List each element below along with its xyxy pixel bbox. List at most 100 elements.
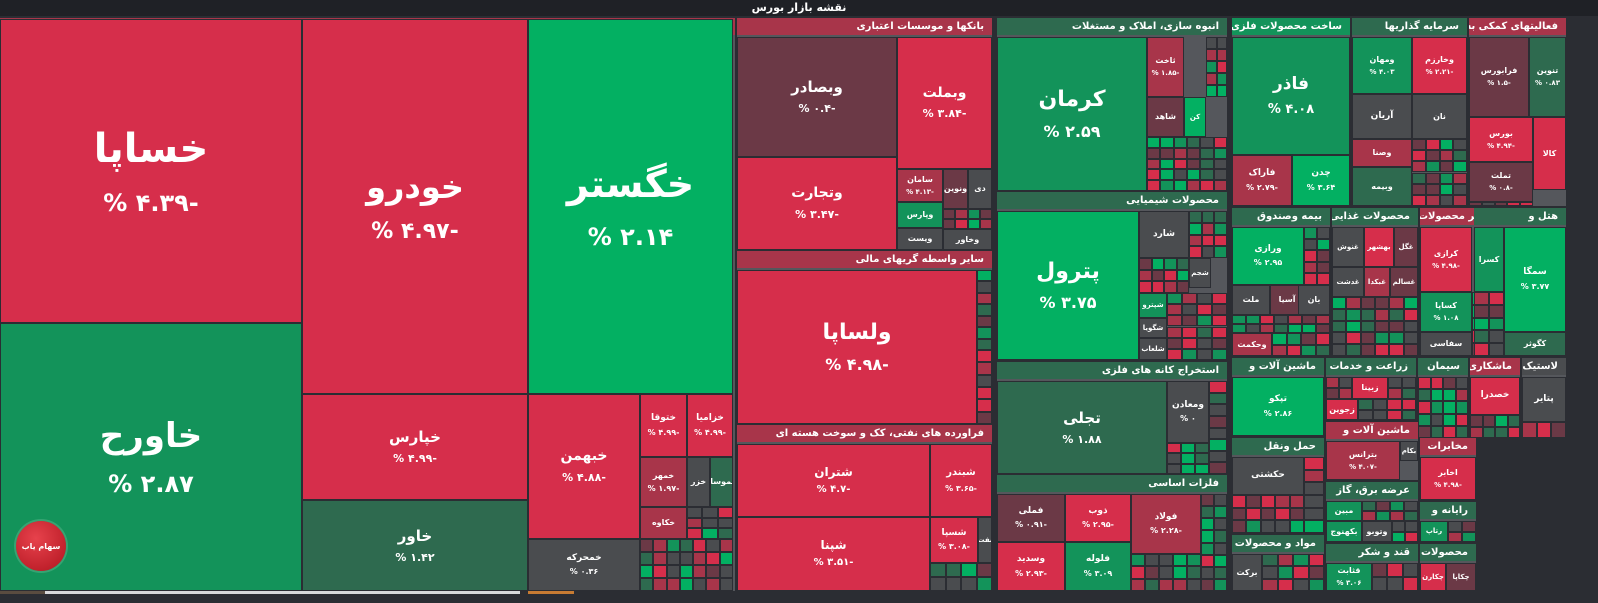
stock-tile[interactable]: شلعاب [1139,338,1167,360]
small-stock-tile[interactable] [1182,304,1197,316]
small-stock-tile[interactable] [1430,413,1443,426]
small-stock-tile[interactable] [977,327,992,339]
small-stock-tile[interactable] [1339,388,1352,399]
small-stock-tile[interactable] [1430,389,1443,402]
small-stock-tile[interactable] [1260,315,1274,324]
sector-header[interactable]: محصولات غذایی [1332,208,1418,225]
small-stock-tile[interactable] [1214,506,1227,519]
small-stock-tile[interactable] [1187,180,1201,191]
small-stock-tile[interactable] [1206,49,1217,61]
small-stock-tile[interactable] [1189,246,1202,258]
small-stock-tile[interactable] [1418,413,1431,426]
small-stock-tile[interactable] [1181,463,1195,474]
small-stock-tile[interactable] [1387,577,1403,591]
small-stock-tile[interactable] [1375,332,1390,345]
stock-tile[interactable]: خپارس -۴.۹۹ % [302,394,528,500]
sector-header[interactable]: سرمایه گذاریها [1352,18,1467,35]
small-stock-tile[interactable] [1201,222,1215,235]
small-stock-tile[interactable] [1173,578,1187,591]
small-stock-tile[interactable] [1216,73,1227,85]
small-stock-tile[interactable] [1402,377,1416,388]
small-stock-tile[interactable] [1360,297,1375,309]
small-stock-tile[interactable] [1201,494,1214,507]
small-stock-tile[interactable] [1425,150,1440,162]
small-stock-tile[interactable] [653,539,667,552]
small-stock-tile[interactable] [1160,180,1174,191]
stock-tile[interactable]: وپارس [897,202,943,228]
small-stock-tile[interactable] [1197,348,1212,360]
small-stock-tile[interactable] [1482,415,1495,427]
stock-tile[interactable]: رتاپ [1420,521,1448,542]
small-stock-tile[interactable] [1387,399,1402,410]
small-stock-tile[interactable] [1455,425,1468,438]
stock-tile[interactable]: شگویا [1139,318,1167,338]
stock-tile[interactable]: چدن ۳.۶۴ % [1292,155,1350,206]
small-stock-tile[interactable] [1201,566,1214,579]
small-stock-tile[interactable] [1362,511,1376,521]
small-stock-tile[interactable] [1481,202,1495,206]
stock-tile[interactable]: شجم [1189,258,1211,288]
small-stock-tile[interactable] [1439,150,1454,162]
small-stock-tile[interactable] [1302,324,1316,333]
small-stock-tile[interactable] [653,552,667,565]
small-stock-tile[interactable] [1387,563,1403,577]
small-stock-tile[interactable] [1147,158,1161,170]
small-stock-tile[interactable] [1430,425,1443,438]
small-stock-tile[interactable] [687,528,703,539]
small-stock-tile[interactable] [666,539,680,552]
small-stock-tile[interactable] [1346,320,1361,333]
small-stock-tile[interactable] [1412,161,1426,173]
small-stock-tile[interactable] [1182,348,1197,360]
small-stock-tile[interactable] [1308,578,1324,591]
small-stock-tile[interactable] [1214,566,1227,579]
small-stock-tile[interactable] [1462,521,1476,532]
small-stock-tile[interactable] [1375,344,1390,356]
stock-tile[interactable]: تپکو ۲.۸۶ % [1232,377,1324,436]
sector-header[interactable]: سایر واسطه گریهای مالی [737,251,992,268]
small-stock-tile[interactable] [1388,388,1402,399]
small-stock-tile[interactable] [1462,531,1476,542]
small-stock-tile[interactable] [1164,281,1177,293]
sector-header[interactable]: ساخت محصولات فلزی [1232,18,1350,35]
small-stock-tile[interactable] [1372,563,1388,577]
small-stock-tile[interactable] [1164,269,1177,282]
small-stock-tile[interactable] [1425,161,1440,173]
small-stock-tile[interactable] [1213,158,1227,170]
small-stock-tile[interactable] [1200,169,1214,181]
sector-header[interactable]: بانکها و موسسات اعتباری [737,18,992,35]
small-stock-tile[interactable] [1326,377,1339,388]
small-stock-tile[interactable] [1167,304,1182,316]
small-stock-tile[interactable] [1360,308,1375,321]
small-stock-tile[interactable] [1443,425,1456,438]
small-stock-tile[interactable] [1232,315,1246,324]
stock-tile[interactable]: نفت [978,517,992,563]
small-stock-tile[interactable] [1315,344,1330,356]
small-stock-tile[interactable] [1439,172,1454,184]
small-stock-tile[interactable] [1401,409,1416,420]
stock-tile[interactable]: وبملت -۳.۸۴ % [897,37,992,169]
stock-tile[interactable]: غنوش [1332,227,1364,267]
small-stock-tile[interactable] [1209,450,1227,463]
small-stock-tile[interactable] [693,552,707,565]
small-stock-tile[interactable] [1389,297,1404,309]
small-stock-tile[interactable] [1212,293,1227,305]
small-stock-tile[interactable] [1289,520,1304,533]
small-stock-tile[interactable] [1474,330,1489,344]
small-stock-tile[interactable] [1216,37,1227,49]
small-stock-tile[interactable] [961,577,977,591]
small-stock-tile[interactable] [1332,308,1347,321]
stock-tile[interactable]: خبهمن -۴.۸۸ % [528,394,640,539]
stock-tile[interactable]: وتوبو [1362,521,1392,542]
stock-tile[interactable]: زجوین [1326,399,1358,420]
stock-tile[interactable]: فلوله ۳.۰۹ % [1065,542,1131,591]
small-stock-tile[interactable] [1200,137,1214,148]
small-stock-tile[interactable] [1430,401,1443,414]
small-stock-tile[interactable] [1260,324,1274,333]
small-stock-tile[interactable] [1372,409,1387,420]
small-stock-tile[interactable] [1288,324,1302,333]
small-stock-tile[interactable] [1375,308,1390,321]
small-stock-tile[interactable] [1317,273,1330,285]
small-stock-tile[interactable] [1200,158,1214,170]
small-stock-tile[interactable] [1201,211,1215,223]
small-stock-tile[interactable] [1507,202,1521,206]
